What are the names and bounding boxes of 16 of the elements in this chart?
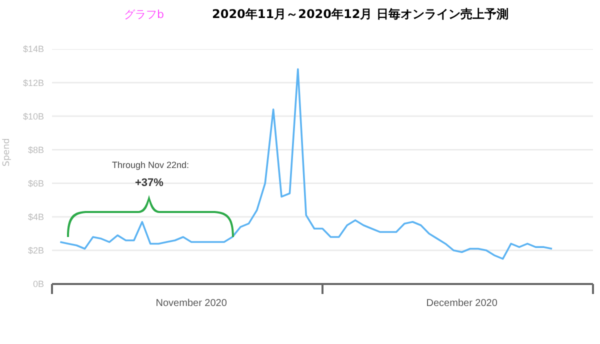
y-tick-label: $14B xyxy=(22,44,44,54)
annotation: Through Nov 22nd: xyxy=(112,160,190,170)
y-tick-label: $6B xyxy=(28,178,44,188)
chart-title: 2020年11月～2020年12月 日毎オンライン売上予測 xyxy=(212,6,508,23)
y-tick-label: $8B xyxy=(28,144,44,155)
line-series xyxy=(59,68,553,260)
x-tick-label: November 2020 xyxy=(156,298,228,309)
y-tick-label: $2B xyxy=(28,246,44,256)
text: グラフb xyxy=(124,7,164,22)
annotation: +37% xyxy=(135,177,164,189)
y-tick-label: 0B xyxy=(32,279,44,290)
y-tick-label: $10B xyxy=(22,111,44,122)
y-axis-title: Spend xyxy=(2,138,12,166)
y-tick-label: $4B xyxy=(28,212,44,222)
y-tick-label: $12B xyxy=(22,78,44,88)
x-tick-label: December 2020 xyxy=(426,298,498,309)
